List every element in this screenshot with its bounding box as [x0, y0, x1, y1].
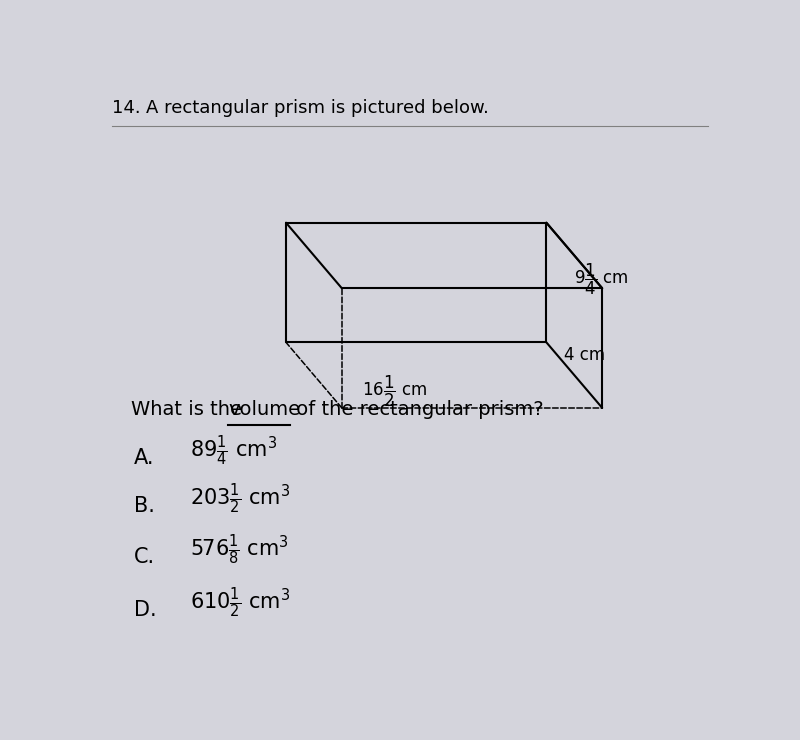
Text: $89\frac{1}{4}$ cm$^3$: $89\frac{1}{4}$ cm$^3$ — [190, 433, 277, 468]
Text: D.: D. — [134, 600, 157, 620]
Text: $610\frac{1}{2}$ cm$^3$: $610\frac{1}{2}$ cm$^3$ — [190, 585, 290, 620]
Text: $576\frac{1}{8}$ cm$^3$: $576\frac{1}{8}$ cm$^3$ — [190, 533, 289, 568]
Text: $16\dfrac{1}{2}$ cm: $16\dfrac{1}{2}$ cm — [362, 374, 427, 409]
Text: volume: volume — [228, 400, 301, 420]
Text: 14.: 14. — [112, 99, 141, 117]
Text: A rectangular prism is pictured below.: A rectangular prism is pictured below. — [146, 99, 490, 117]
Text: of the rectangular prism?: of the rectangular prism? — [290, 400, 544, 420]
Text: What is the: What is the — [131, 400, 248, 420]
Text: C.: C. — [134, 548, 155, 568]
Text: 4 cm: 4 cm — [564, 346, 605, 364]
Text: $9\dfrac{1}{4}$ cm: $9\dfrac{1}{4}$ cm — [574, 262, 629, 297]
Text: B.: B. — [134, 496, 155, 517]
Text: A.: A. — [134, 448, 154, 468]
Text: $203\frac{1}{2}$ cm$^3$: $203\frac{1}{2}$ cm$^3$ — [190, 482, 290, 517]
